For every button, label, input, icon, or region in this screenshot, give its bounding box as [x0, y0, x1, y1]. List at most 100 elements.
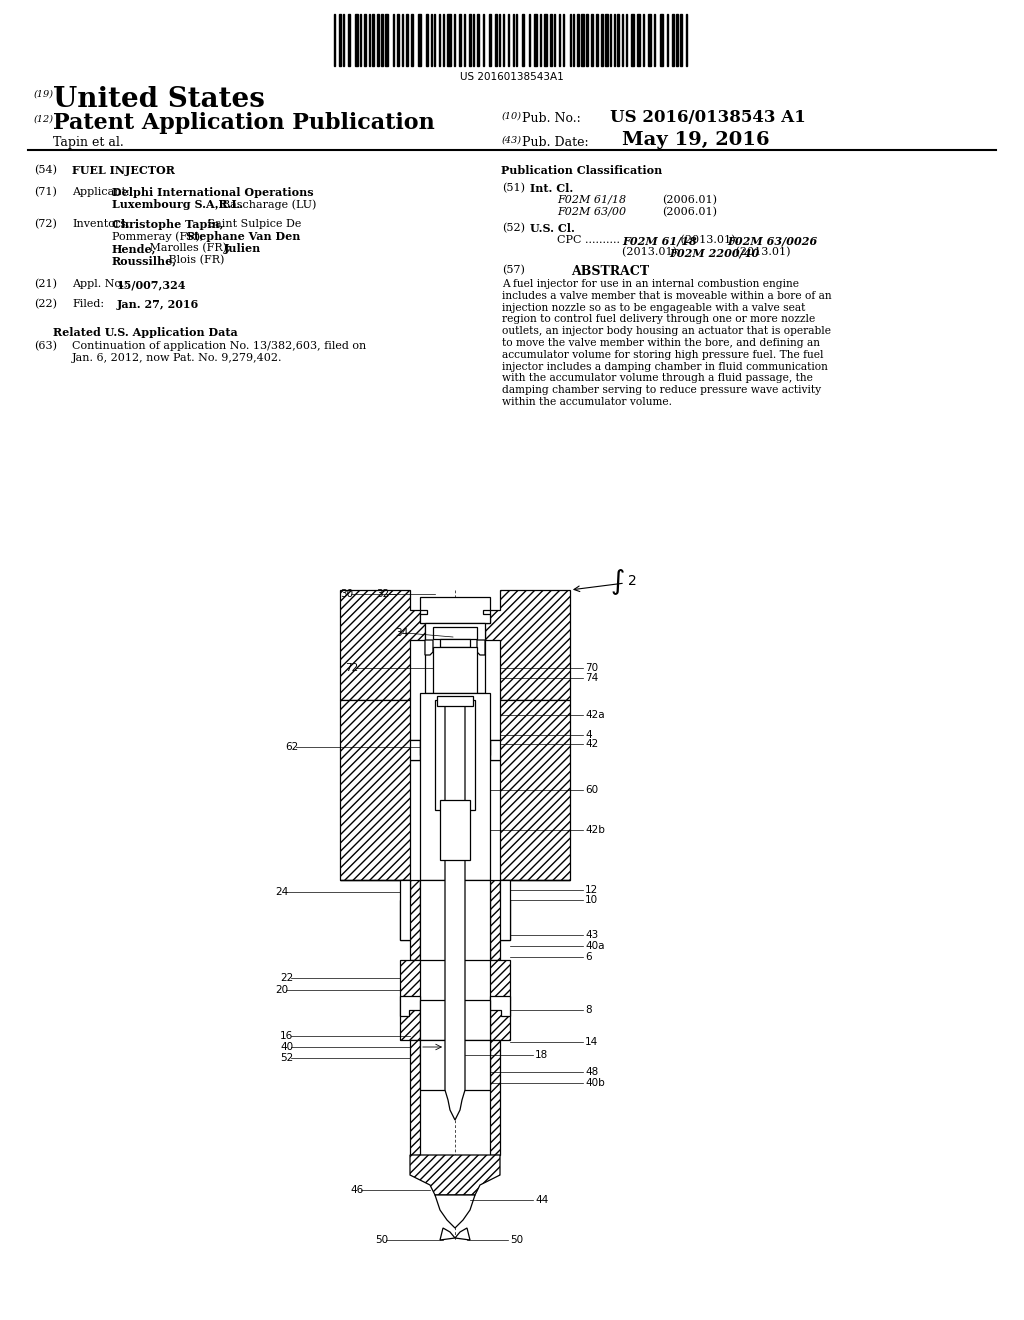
Text: F02M 63/00: F02M 63/00 — [557, 207, 626, 216]
Text: (52): (52) — [502, 223, 525, 234]
Text: Int. Cl.: Int. Cl. — [530, 183, 573, 194]
Bar — [437, 696, 473, 706]
Text: 70: 70 — [585, 663, 598, 673]
Bar — [648, 15, 651, 66]
Text: 30: 30 — [340, 589, 353, 599]
Text: 48: 48 — [585, 1067, 598, 1077]
Text: outlets, an injector body housing an actuator that is operable: outlets, an injector body housing an act… — [502, 326, 831, 337]
Text: within the accumulator volume.: within the accumulator volume. — [502, 397, 672, 407]
Bar — [420, 1040, 490, 1090]
Text: Inventors:: Inventors: — [72, 219, 130, 228]
Text: , Bascharage (LU): , Bascharage (LU) — [215, 199, 316, 210]
Bar — [581, 15, 584, 66]
Polygon shape — [490, 880, 570, 960]
Text: May 19, 2016: May 19, 2016 — [622, 131, 770, 149]
Text: (54): (54) — [34, 165, 57, 176]
Bar — [637, 15, 640, 66]
Bar — [550, 15, 552, 66]
Text: 34: 34 — [395, 628, 409, 638]
Text: (51): (51) — [502, 183, 525, 193]
Polygon shape — [477, 640, 485, 655]
Text: 6: 6 — [585, 952, 592, 962]
Text: 52: 52 — [280, 1053, 293, 1063]
Bar — [489, 15, 490, 66]
Text: (19): (19) — [34, 90, 54, 99]
Polygon shape — [490, 960, 510, 1001]
Bar — [477, 15, 479, 66]
Text: F02M 61/18: F02M 61/18 — [557, 195, 626, 205]
Text: (21): (21) — [34, 279, 57, 289]
Text: injection nozzle so as to be engageable with a valve seat: injection nozzle so as to be engageable … — [502, 302, 805, 313]
Text: 74: 74 — [585, 673, 598, 682]
Text: ABSTRACT: ABSTRACT — [571, 265, 649, 279]
Text: US 20160138543A1: US 20160138543A1 — [460, 73, 564, 82]
Text: (12): (12) — [34, 115, 54, 124]
Text: 2: 2 — [628, 574, 637, 587]
Bar — [676, 15, 678, 66]
Text: 15/007,324: 15/007,324 — [117, 279, 186, 290]
Bar — [355, 15, 358, 66]
Bar — [420, 693, 490, 880]
Bar — [601, 15, 603, 66]
Bar — [522, 15, 524, 66]
Bar — [397, 15, 399, 66]
Text: (10): (10) — [502, 112, 522, 121]
Polygon shape — [435, 1195, 475, 1228]
Text: Appl. No.:: Appl. No.: — [72, 279, 128, 289]
Bar — [411, 15, 413, 66]
Text: 43: 43 — [585, 931, 598, 940]
Text: Jan. 27, 2016: Jan. 27, 2016 — [117, 300, 200, 310]
Text: F02M 63/0026: F02M 63/0026 — [727, 235, 817, 246]
Text: Marolles (FR);: Marolles (FR); — [146, 243, 234, 253]
Bar — [364, 15, 366, 66]
Bar — [420, 880, 490, 960]
Text: 42a: 42a — [585, 710, 604, 719]
Bar — [377, 15, 379, 66]
Text: Luxembourg S.A.R.L.: Luxembourg S.A.R.L. — [112, 199, 243, 210]
Polygon shape — [490, 1040, 500, 1155]
Text: FUEL INJECTOR: FUEL INJECTOR — [72, 165, 175, 176]
Polygon shape — [340, 590, 445, 700]
Text: (43): (43) — [502, 136, 522, 145]
Bar — [339, 15, 341, 66]
Text: 12: 12 — [585, 884, 598, 895]
Bar — [420, 741, 430, 755]
Bar — [490, 741, 500, 760]
Bar — [534, 15, 537, 66]
Text: Patent Application Publication: Patent Application Publication — [53, 112, 435, 135]
Bar — [586, 15, 588, 66]
Bar — [500, 880, 510, 940]
Text: 20: 20 — [275, 985, 288, 995]
Text: Roussilhe,: Roussilhe, — [112, 255, 177, 267]
Bar — [426, 15, 428, 66]
Polygon shape — [425, 640, 433, 655]
Text: Blois (FR): Blois (FR) — [165, 255, 224, 265]
Text: 32: 32 — [376, 589, 389, 599]
Text: Pub. No.:: Pub. No.: — [522, 112, 581, 125]
Polygon shape — [410, 1155, 500, 1195]
Text: (2006.01): (2006.01) — [662, 207, 717, 218]
Polygon shape — [490, 700, 570, 880]
Bar — [381, 15, 383, 66]
Text: 40a: 40a — [585, 941, 604, 950]
Bar — [435, 700, 475, 810]
Polygon shape — [340, 700, 420, 880]
Bar — [418, 15, 421, 66]
Text: with the accumulator volume through a fluid passage, the: with the accumulator volume through a fl… — [502, 374, 813, 383]
Text: accumulator volume for storing high pressure fuel. The fuel: accumulator volume for storing high pres… — [502, 350, 823, 360]
Bar — [495, 15, 497, 66]
Text: 24: 24 — [275, 887, 288, 898]
Text: U.S. Cl.: U.S. Cl. — [530, 223, 574, 234]
Polygon shape — [420, 597, 490, 623]
Bar — [447, 15, 451, 66]
Bar — [400, 880, 410, 940]
Text: Jan. 6, 2012, now Pat. No. 9,279,402.: Jan. 6, 2012, now Pat. No. 9,279,402. — [72, 352, 283, 363]
Bar — [406, 15, 408, 66]
Text: damping chamber serving to reduce pressure wave activity: damping chamber serving to reduce pressu… — [502, 385, 821, 395]
Text: Saint Sulpice De: Saint Sulpice De — [204, 219, 301, 228]
Text: Stephane Van Den: Stephane Van Den — [186, 231, 300, 242]
Text: 50: 50 — [375, 1236, 388, 1245]
Text: 40b: 40b — [585, 1078, 605, 1088]
Text: (63): (63) — [34, 341, 57, 351]
Bar — [680, 15, 682, 66]
